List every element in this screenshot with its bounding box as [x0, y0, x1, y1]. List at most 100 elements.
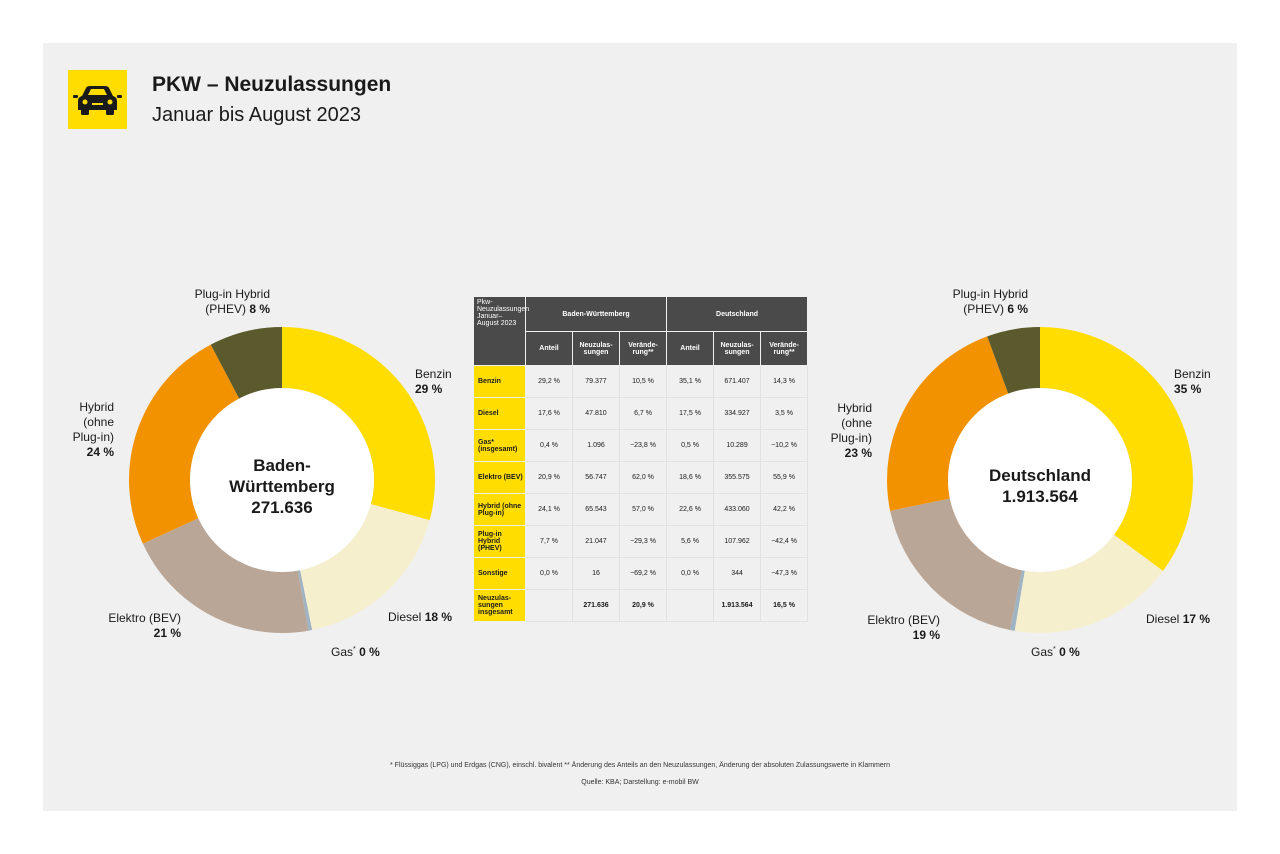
table-cell: 55,9 %: [760, 461, 809, 494]
donut-hole: [190, 388, 374, 572]
table-cell: −23,8 %: [618, 429, 668, 462]
table-cell: 10,5 %: [618, 365, 668, 398]
table-row: Gas* (insgesamt) 0,4 % 1.096 −23,8 % 0,5 % 10…: [473, 429, 809, 462]
table-cell: 0,0 %: [525, 557, 573, 590]
row-label: Elektro (BEV): [473, 461, 526, 494]
table-cell: 334.927: [713, 397, 762, 430]
table-cell: −47,3 %: [760, 557, 809, 590]
center-title-line: Württemberg: [229, 477, 335, 496]
row-label: Gas* (insgesamt): [473, 429, 526, 462]
table-row: Hybrid (ohne Plug-in) 24,1 % 65.543 57,0 % 2…: [473, 493, 809, 526]
column-header: Anteil: [525, 331, 573, 366]
table-cell: 20,9 %: [525, 461, 573, 494]
table-cell: 16,5 %: [760, 589, 809, 622]
slice-gas: [297, 570, 313, 631]
label-benzin-bw: Benzin 29 %: [415, 367, 452, 396]
table-cell: 17,5 %: [666, 397, 715, 430]
label-phev-bw: Plug-in Hybrid (PHEV) 8 %: [194, 287, 270, 316]
label-elektro-bw: Elektro (BEV) 21 %: [108, 611, 181, 640]
table-cell: 355.575: [713, 461, 762, 494]
group-header-bw: Baden-Württemberg: [524, 296, 668, 332]
table-cell: −69,2 %: [618, 557, 668, 590]
table-cell: 20,9 %: [618, 589, 668, 622]
table-cell: 29,2 %: [525, 365, 573, 398]
table-cell: 56.747: [572, 461, 620, 494]
table-cell: 7,7 %: [525, 525, 573, 558]
table-cell: 10.289: [713, 429, 762, 462]
table-cell: 17,6 %: [525, 397, 573, 430]
row-label: Diesel: [473, 397, 526, 430]
column-header: Neuzulas-sungen: [713, 331, 762, 366]
column-header: Anteil: [666, 331, 715, 366]
table-cell: −10,2 %: [760, 429, 809, 462]
table-cell: −29,3 %: [618, 525, 668, 558]
table-cell: 5,6 %: [666, 525, 715, 558]
group-header-de: Deutschland: [666, 296, 809, 332]
table-cell: 47.810: [572, 397, 620, 430]
column-header: Neuzulas-sungen: [572, 331, 620, 366]
label-benzin-de: Benzin 35 %: [1174, 367, 1211, 396]
slice-diesel: [1014, 534, 1164, 633]
center-title-line: Baden-: [253, 456, 311, 475]
column-header: Verände-rung**: [618, 331, 668, 366]
center-value: 271.636: [251, 498, 313, 517]
slice-phev: [210, 327, 282, 399]
table-cell: 107.962: [713, 525, 762, 558]
table-cell: 21.047: [572, 525, 620, 558]
label-diesel-bw: Diesel 18 %: [388, 610, 453, 624]
table-cell: 1.096: [572, 429, 620, 462]
table-row: Sonstige 0,0 % 16 −69,2 % 0,0 % 344 −47,3 %: [473, 557, 809, 590]
table-cell: 0,4 %: [525, 429, 573, 462]
page-title: PKW – Neuzulassungen: [152, 73, 392, 96]
table-row: Diesel 17,6 % 47.810 6,7 % 17,5 % 334.927 3,5 …: [473, 397, 809, 430]
table-cell: 271.636: [572, 589, 620, 622]
donut-svg-de: [887, 327, 1193, 633]
table-row: Elektro (BEV) 20,9 % 56.747 62,0 % 18,6 % 355…: [473, 461, 809, 494]
row-label: Sonstige: [473, 557, 526, 590]
center-label-bw: Baden- Württemberg 271.636: [112, 455, 452, 518]
table-cell: 433.060: [713, 493, 762, 526]
table-cell: 24,1 %: [525, 493, 573, 526]
slice-elektro: [890, 498, 1022, 631]
label-hybrid-de: Hybrid (ohne Plug-in) 23 %: [830, 401, 872, 460]
row-label: Neuzulas-sungen insgesamt: [473, 589, 526, 622]
table-cell: 0,0 %: [666, 557, 715, 590]
table-cell: 344: [713, 557, 762, 590]
slice-hybrid: [129, 344, 240, 544]
table-cell: 57,0 %: [618, 493, 668, 526]
table-cell: 671.407: [713, 365, 762, 398]
table-cell: 22,6 %: [666, 493, 715, 526]
center-label-de: Deutschland 1.913.564: [870, 465, 1210, 507]
table-row: Neuzulas-sungen insgesamt 271.636 20,9 % 1.…: [473, 589, 809, 622]
slice-diesel: [300, 504, 430, 631]
table-cell: [666, 589, 715, 622]
table-cell: 65.543: [572, 493, 620, 526]
table-cell: 3,5 %: [760, 397, 809, 430]
donut-hole: [948, 388, 1132, 572]
table-cell: 35,1 %: [666, 365, 715, 398]
footnote: * Flüssiggas (LPG) und Erdgas (CNG), ein…: [390, 762, 890, 769]
center-value: 1.913.564: [1002, 487, 1078, 506]
donut-svg-bw: [129, 327, 435, 633]
slice-benzin: [1040, 327, 1193, 571]
slice-elektro: [142, 518, 309, 633]
slice-benzin: [282, 327, 435, 521]
table-cell: 14,3 %: [760, 365, 809, 398]
table-cell: 0,5 %: [666, 429, 715, 462]
center-title-line: Deutschland: [988, 466, 1092, 485]
table-cell: 79.377: [572, 365, 620, 398]
label-gas-bw: Gas* 0 %: [331, 645, 380, 659]
row-label: Plug-in Hybrid (PHEV): [473, 525, 526, 558]
table-corner-header: Pkw-Neuzulassungen Januar–August 2023: [473, 296, 529, 366]
label-elektro-de: Elektro (BEV) 19 %: [867, 613, 940, 642]
table-cell: [525, 589, 573, 622]
registration-table: Pkw-Neuzulassungen Januar–August 2023 Ba…: [473, 296, 809, 622]
page-subtitle: Januar bis August 2023: [152, 104, 362, 126]
slice-phev: [987, 327, 1040, 394]
table-row: Plug-in Hybrid (PHEV) 7,7 % 21.047 −29,3 % 5…: [473, 525, 809, 558]
row-label: Benzin: [473, 365, 526, 398]
donut-chart-bw: Baden- Württemberg 271.636: [112, 310, 452, 650]
column-header: Verände-rung**: [760, 331, 809, 366]
donut-chart-de: Deutschland 1.913.564: [870, 310, 1210, 650]
table-cell: 16: [572, 557, 620, 590]
